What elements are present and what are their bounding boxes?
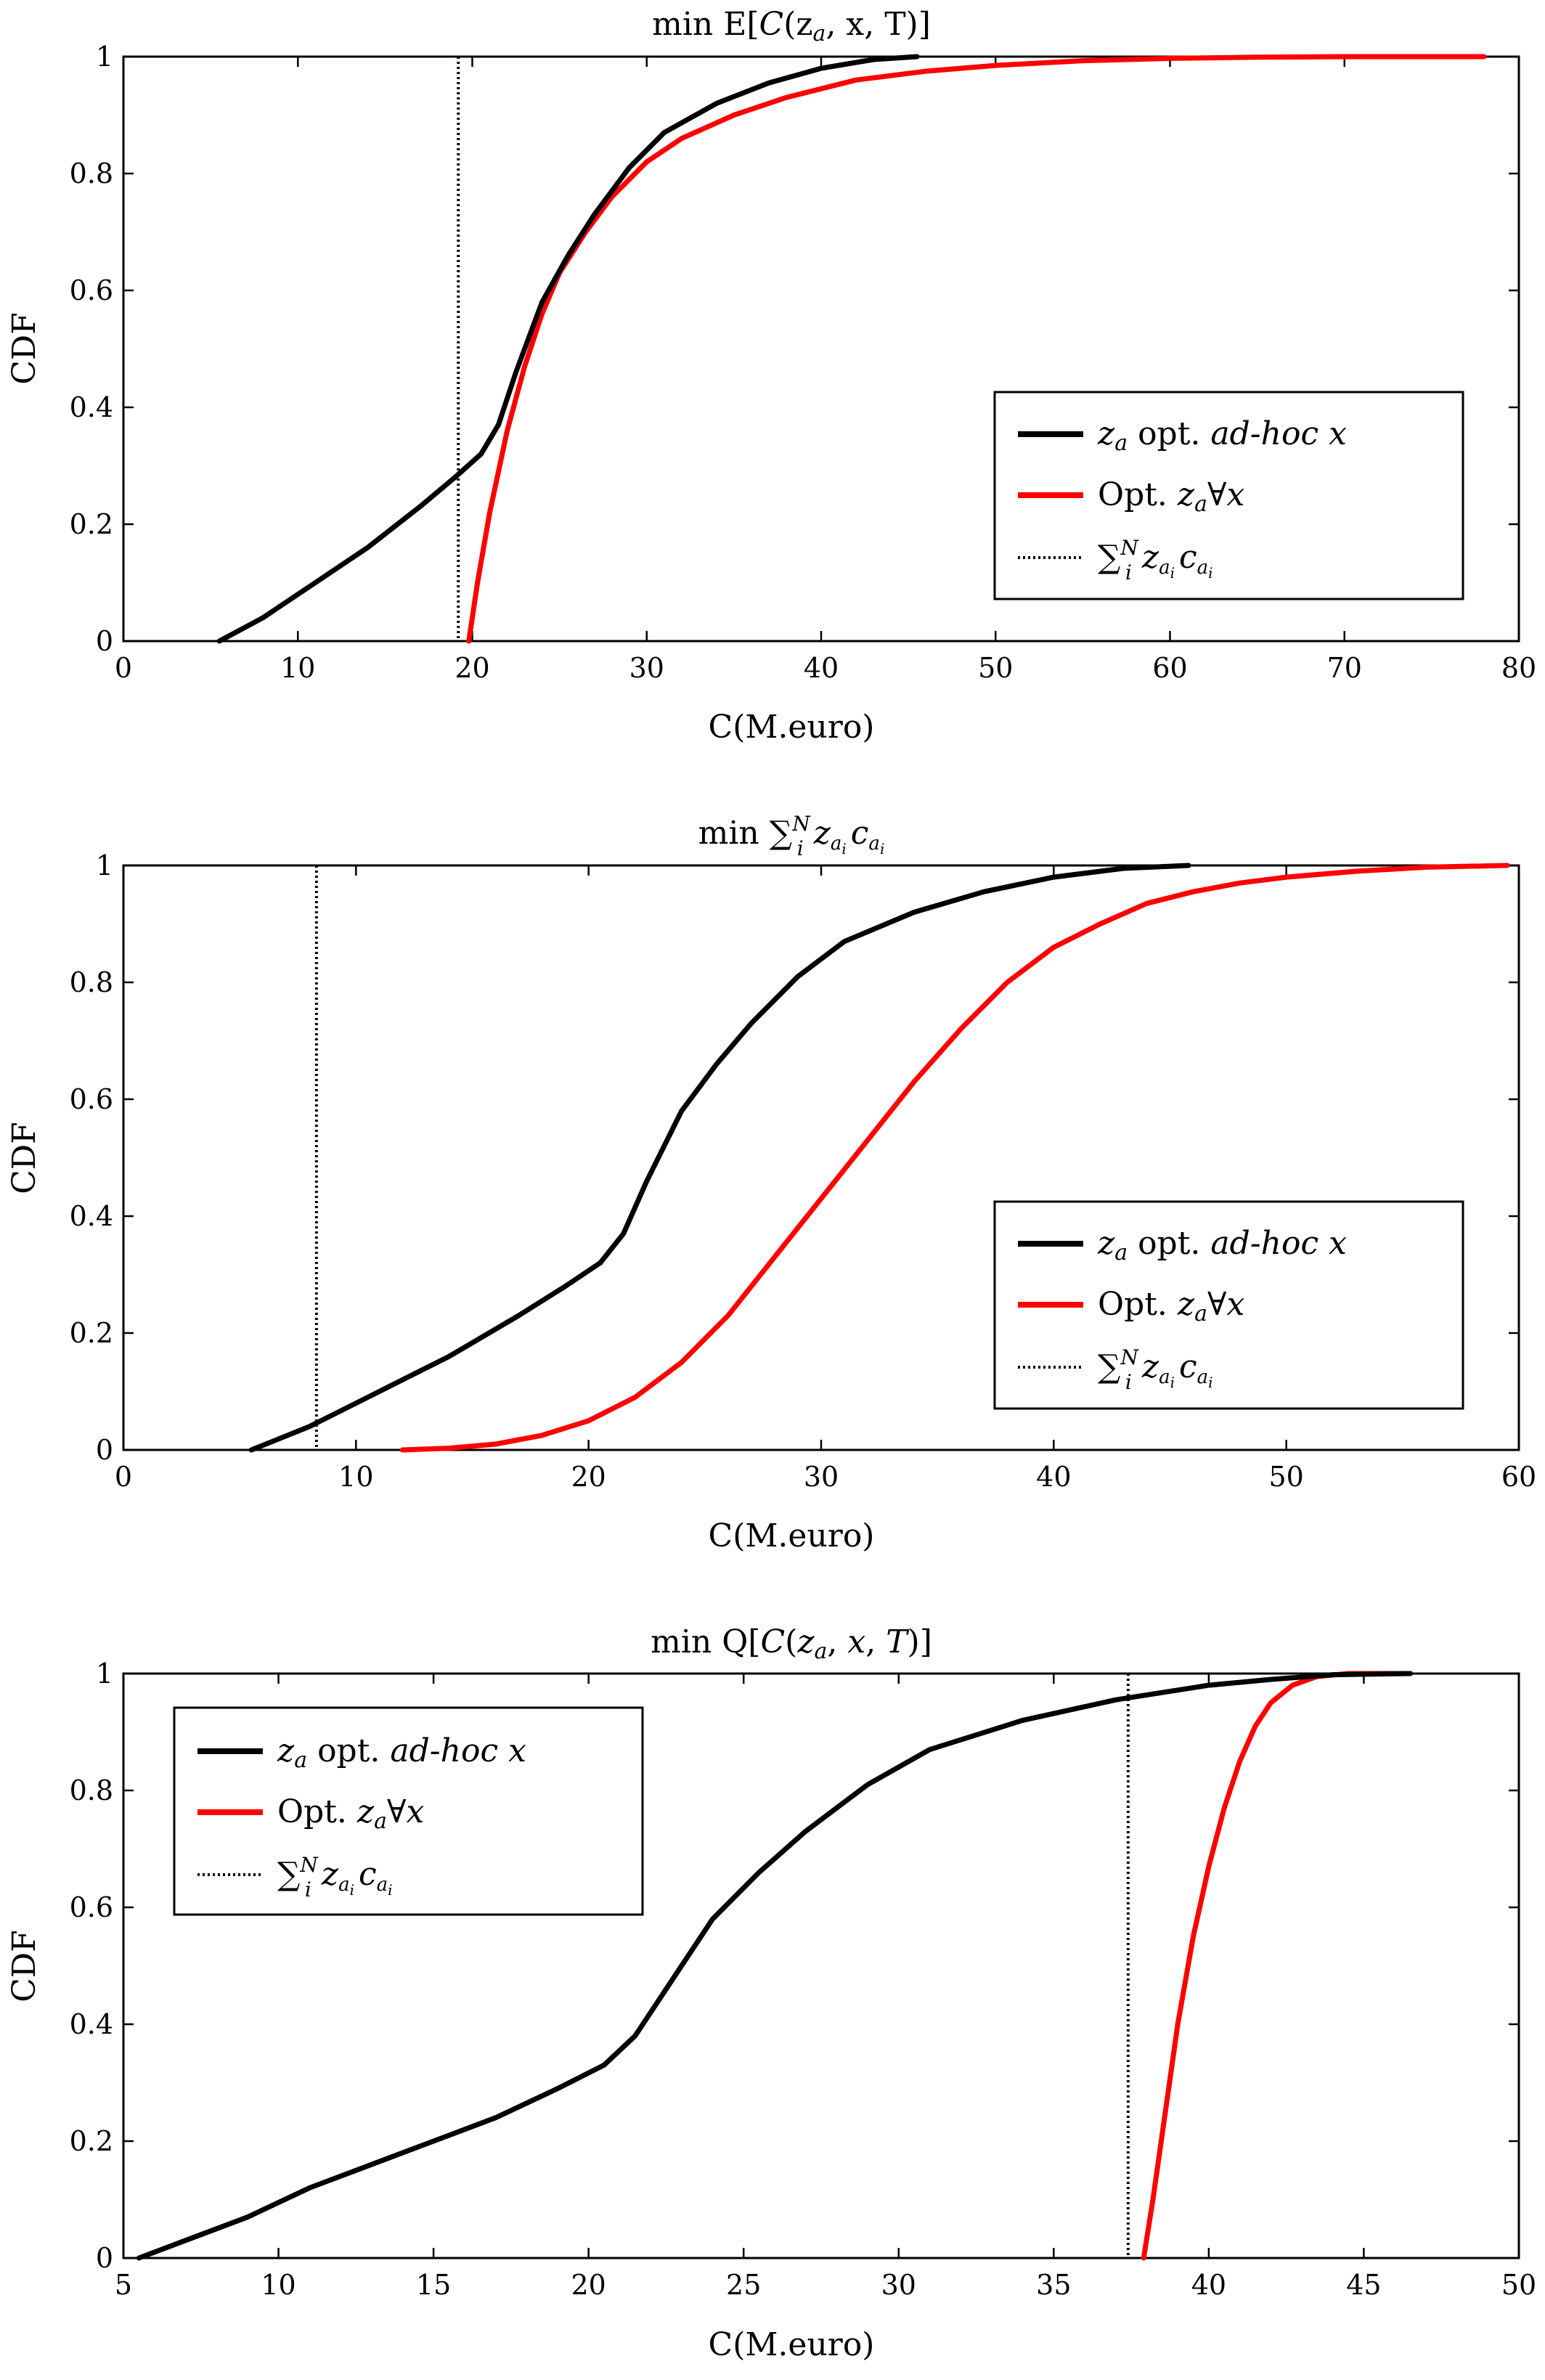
chart-2-ytick-label: 0.2 <box>70 1317 113 1349</box>
chart-1-ytick-label: 0.2 <box>70 508 113 540</box>
chart-3-xtick-label: 45 <box>1346 2269 1381 2301</box>
chart-2-xtick-label: 60 <box>1501 1461 1536 1493</box>
chart-2-ytick-label: 0.8 <box>70 966 113 998</box>
chart-1-legend-label-black: za opt. ad-hoc x <box>1097 415 1347 456</box>
chart-1-xtick-label: 30 <box>629 652 664 684</box>
chart-3-xtick-label: 30 <box>881 2269 916 2301</box>
chart-3-series-red-line <box>1141 1671 1413 2261</box>
chart-2-plot-area: 0 10 20 30 40 50 60 0 0.2 0.4 0.6 0.8 1 <box>70 849 1537 1493</box>
chart-1-xtick-label: 70 <box>1327 652 1362 684</box>
chart-2-ylabel: CDF <box>6 1122 43 1194</box>
chart-2-xtick-label: 0 <box>115 1461 132 1493</box>
chart-1-xtick-label: 50 <box>978 652 1013 684</box>
chart-2-xtick-label: 10 <box>338 1461 373 1493</box>
chart-1-ytick-label: 0.8 <box>70 158 113 189</box>
chart-3-series-black-line <box>136 1671 1413 2261</box>
chart-3-ytick-label: 0.2 <box>70 2125 113 2157</box>
chart-panel-2: min ∑N i zai cai 0 10 20 30 40 50 60 0 0.2 0.4 0.6 0.8… <box>6 812 1536 1554</box>
chart-3-xtick-label: 10 <box>261 2269 295 2301</box>
chart-3-xtick-label: 35 <box>1036 2269 1071 2301</box>
svg-text:min E[C(za, x, T)]: min E[C(za, x, T)] <box>652 6 931 46</box>
chart-3-ytick-label: 0.8 <box>70 1774 113 1806</box>
chart-1-series-red-line <box>466 54 1487 644</box>
chart-1-title-args: (z <box>783 6 812 43</box>
chart-3-legend-label-red: Opt. za∀x <box>277 1793 425 1834</box>
chart-1-ytick-label: 0.4 <box>70 391 113 423</box>
chart-3-title: min Q[C(za, x, T)] <box>651 1623 932 1664</box>
chart-2-series-black-line <box>248 863 1191 1453</box>
chart-1-title-c: C <box>759 6 784 43</box>
chart-1-xtick-label: 20 <box>454 652 489 684</box>
chart-2-legend-label-black: za opt. ad-hoc x <box>1097 1225 1347 1266</box>
chart-1-title-prefix: min E[ <box>652 6 759 43</box>
chart-3-title-text: min Q[C(za, x, T)] <box>651 1623 932 1664</box>
chart-1-xtick-label: 40 <box>804 652 839 684</box>
chart-2-ytick-label: 0.4 <box>70 1200 113 1232</box>
chart-3-xtick-label: 20 <box>571 2269 606 2301</box>
chart-3-ytick-label: 0.6 <box>70 1891 113 1923</box>
chart-1-xtick-label: 10 <box>280 652 315 684</box>
chart-1-ytick-label: 1 <box>96 41 113 73</box>
chart-2-xtick-label: 40 <box>1036 1461 1071 1493</box>
chart-1-legend-label-dotted: ∑N i zai cai <box>1098 536 1213 584</box>
chart-2-series-red-line <box>399 863 1510 1453</box>
chart-2-title: min ∑N i zai cai <box>698 812 885 860</box>
chart-1-ytick-label: 0 <box>96 625 113 657</box>
chart-2-ytick-label: 0.6 <box>70 1083 113 1115</box>
chart-1-title-tail: , x, T)] <box>826 6 930 43</box>
chart-1-legend-label-red: Opt. za∀x <box>1098 476 1245 517</box>
chart-1-xlabel: C(M.euro) <box>709 709 875 746</box>
chart-panel-3: min Q[C(za, x, T)] 5 10 15 20 25 30 35 40 45 50 0 0… <box>6 1623 1536 2363</box>
chart-1-legend: za opt. ad-hoc x Opt. za∀x ∑N i zai cai <box>993 391 1464 600</box>
chart-2-ytick-label: 1 <box>96 849 113 881</box>
chart-3-ytick-label: 1 <box>96 1658 113 1690</box>
chart-1-title: min E[C(za, x, T)] <box>652 6 931 46</box>
chart-3-ytick-label: 0 <box>96 2242 113 2274</box>
chart-3-legend-label-black: za opt. ad-hoc x <box>277 1732 526 1773</box>
chart-3-legend-box <box>173 1706 644 1916</box>
chart-2-xlabel: C(M.euro) <box>709 1517 875 1554</box>
chart-3-xtick-label: 5 <box>115 2269 132 2301</box>
chart-1-series-black-line <box>216 54 920 644</box>
chart-1-ytick-label: 0.6 <box>70 274 113 306</box>
chart-2-legend-label-dotted: ∑N i zai cai <box>1098 1345 1213 1394</box>
chart-2-ytick-label: 0 <box>96 1434 113 1466</box>
chart-1-xtick-label: 60 <box>1152 652 1187 684</box>
chart-panel-1: min E[C(za, x, T)] 0 10 20 30 40 50 60 70 80 0 0.2… <box>6 6 1536 746</box>
chart-1-xtick-label: 0 <box>115 652 132 684</box>
chart-3-legend-label-dotted: ∑N i zai cai <box>277 1853 393 1902</box>
chart-3-xlabel: C(M.euro) <box>709 2326 875 2363</box>
chart-3-ytick-label: 0.4 <box>70 2008 113 2040</box>
chart-2-title-text: min ∑N i zai cai <box>698 812 885 860</box>
chart-3-ylabel: CDF <box>6 1930 43 2002</box>
chart-1-ylabel: CDF <box>6 312 43 384</box>
chart-3-plot-area: 5 10 15 20 25 30 35 40 45 50 0 0.2 0.4 0.6 0.8 1 <box>70 1658 1537 2301</box>
chart-1-plot-area: 0 10 20 30 40 50 60 70 80 0 0.2 0.4 0.6 0.8 1 <box>70 41 1537 684</box>
chart-2-xtick-label: 30 <box>804 1461 839 1493</box>
chart-3-xtick-label: 15 <box>416 2269 451 2301</box>
chart-3-legend: za opt. ad-hoc x Opt. za∀x ∑N i zai cai <box>173 1706 644 1916</box>
chart-2-legend-label-red: Opt. za∀x <box>1098 1286 1245 1326</box>
chart-2-xtick-label: 20 <box>571 1461 606 1493</box>
chart-3-xtick-label: 50 <box>1501 2269 1536 2301</box>
chart-1-xtick-label: 80 <box>1501 652 1536 684</box>
chart-3-xtick-label: 40 <box>1191 2269 1226 2301</box>
chart-2-legend: za opt. ad-hoc x Opt. za∀x ∑N i zai cai <box>993 1200 1464 1410</box>
chart-1-title-sub: a <box>813 21 826 46</box>
chart-3-axes-frame <box>122 1672 1520 2259</box>
chart-2-xtick-label: 50 <box>1268 1461 1303 1493</box>
chart-3-xtick-label: 25 <box>726 2269 761 2301</box>
